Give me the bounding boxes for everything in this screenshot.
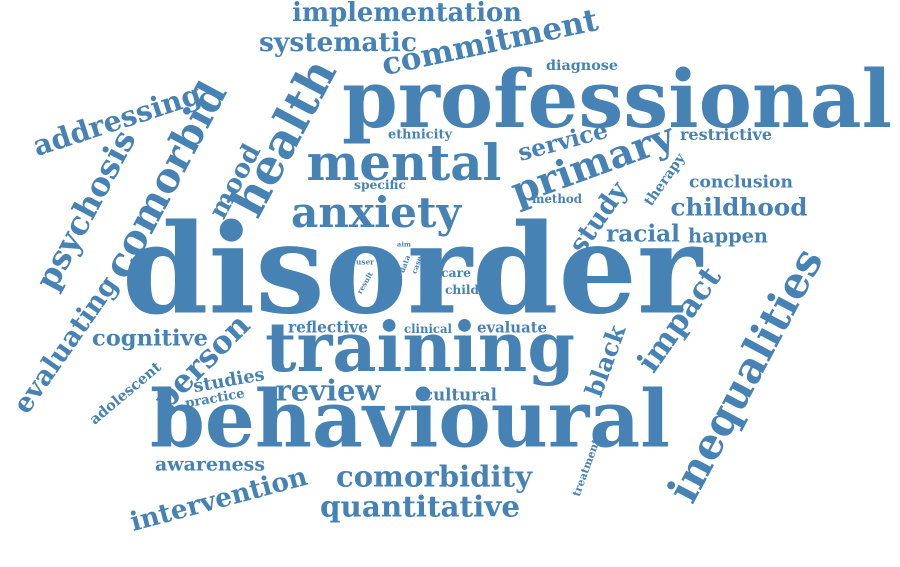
word-conclusion: conclusion [689, 172, 793, 193]
word-evaluate: evaluate [477, 319, 547, 337]
word-ethnicity: ethnicity [388, 127, 452, 143]
word-diagnose: diagnose [546, 57, 618, 74]
word-clinical: clinical [404, 322, 452, 337]
word-cultural: cultural [423, 384, 497, 405]
word-implementation: implementation [292, 0, 522, 29]
word-happen: happen [688, 224, 768, 248]
word-racial: racial [605, 220, 681, 248]
word-specific: specific [354, 176, 406, 192]
word-quantitative: quantitative [320, 488, 520, 524]
word-professional: professional [341, 52, 893, 147]
word-anxiety: anxiety [291, 186, 461, 237]
word-care: care [441, 264, 471, 280]
word-user: user [356, 257, 374, 267]
word-child: child [445, 282, 479, 297]
word-childhood: childhood [670, 192, 808, 222]
word-aim: aim [397, 240, 411, 249]
word-reflective: reflective [288, 318, 368, 337]
word-mental: mental [306, 133, 502, 193]
word-training: training [265, 307, 575, 388]
word-systematic: systematic [259, 26, 417, 58]
word-cognitive: cognitive [92, 325, 208, 352]
word-behavioural: behavioural [150, 372, 670, 466]
word-comorbidity: comorbidity [336, 459, 532, 494]
word-method: method [532, 192, 582, 207]
word-awareness: awareness [154, 453, 266, 476]
word-review: review [275, 373, 381, 408]
word-restrictive: restrictive [680, 125, 772, 145]
word-disorder: disorder [122, 197, 702, 343]
